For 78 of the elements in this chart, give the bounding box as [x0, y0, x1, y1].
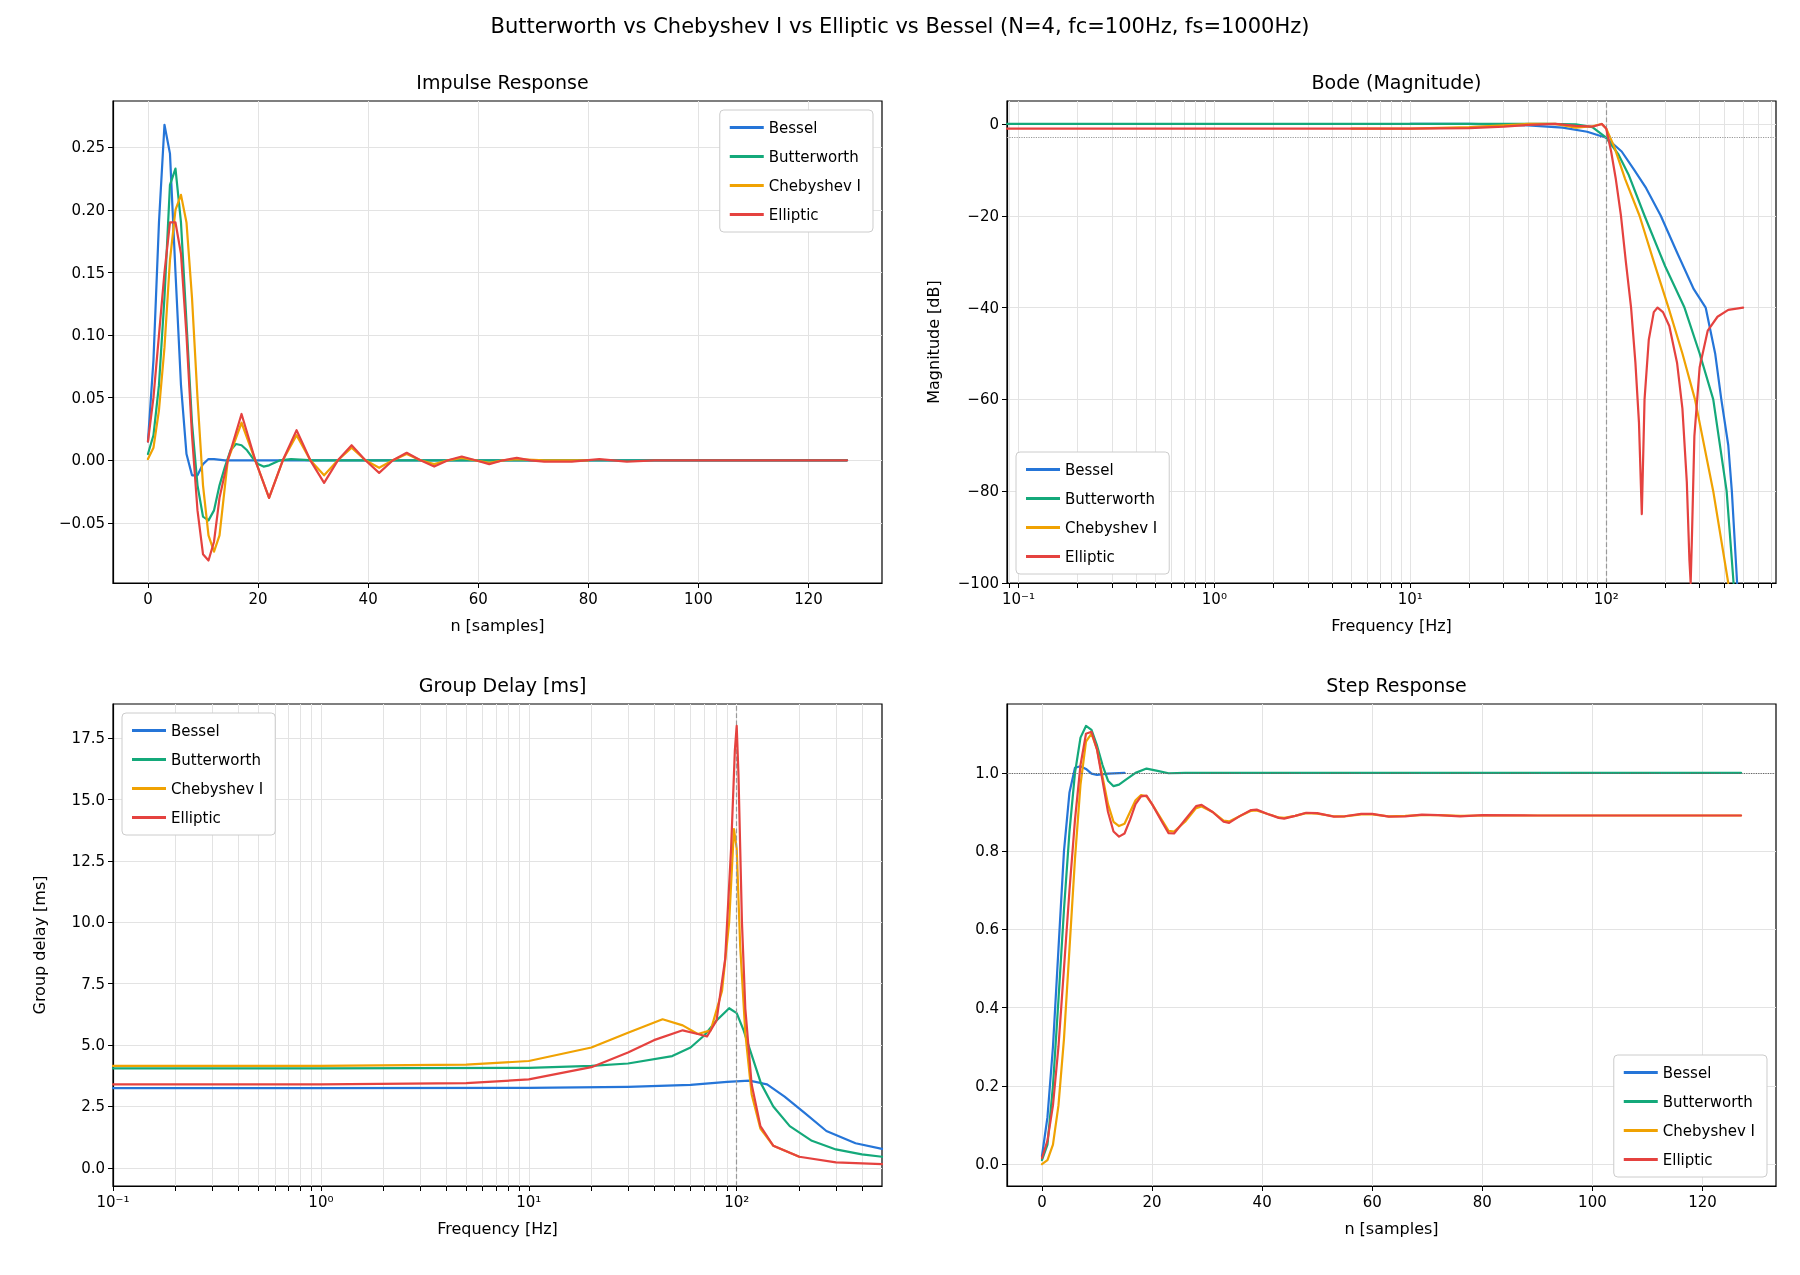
y-tick-label: 17.5 [71, 729, 105, 748]
y-tick-label: 0.00 [71, 451, 105, 470]
x-tick-label: 0 [143, 589, 153, 608]
legend-label: Bessel [1662, 1063, 1712, 1082]
y-tick-label: 12.5 [71, 851, 105, 870]
y-tick-label: 0.05 [71, 388, 105, 407]
legend-label: Chebyshev I [171, 779, 264, 798]
x-axis-title: n [samples] [450, 615, 545, 635]
line-series [146, 221, 849, 562]
chart-title: Group Delay [ms] [418, 673, 587, 696]
legend-label: Elliptic [768, 205, 819, 224]
legend-label: Elliptic [1662, 1150, 1713, 1169]
x-tick-label: 120 [1688, 1192, 1717, 1211]
y-tick-label: 5.0 [81, 1036, 105, 1055]
y-tick-label: 0.0 [81, 1158, 105, 1177]
legend-label: Chebyshev I [768, 176, 862, 195]
legend-label: Elliptic [1065, 547, 1115, 566]
x-tick-label: 10⁻¹ [1001, 589, 1035, 608]
text: Butterworth vs Chebyshev I vs Elliptic vs Bessel (N=4, fc=100Hz, fs=1000Hz) [489, 14, 1311, 40]
legend-label: Bessel [171, 721, 220, 740]
y-tick-label: −100 [957, 574, 999, 592]
y-tick-label: −40 [967, 298, 999, 317]
y-tick-label: 1.0 [975, 763, 999, 782]
y-tick-label: 15.0 [71, 790, 105, 809]
y-tick-label: 0.4 [975, 998, 999, 1017]
y-tick-label: 0.0 [975, 1155, 999, 1174]
legend-label: Butterworth [1065, 489, 1155, 508]
x-tick-label: 10⁻¹ [96, 1192, 130, 1211]
y-tick-label: 0.15 [71, 263, 105, 282]
x-axis-title: Frequency [Hz] [437, 1218, 558, 1238]
x-tick-label: 60 [1362, 1192, 1382, 1211]
y-tick-label: 0.10 [71, 326, 105, 345]
x-tick-label: 10¹ [1397, 589, 1423, 608]
x-tick-label: 10¹ [516, 1192, 542, 1211]
y-tick-label: 0.2 [975, 1076, 999, 1095]
x-tick-label: 40 [358, 589, 378, 608]
y-axis-title: Magnitude [dB] [923, 280, 943, 404]
x-tick-label: 0 [1037, 1192, 1047, 1211]
y-tick-label: 0.8 [975, 842, 999, 861]
y-tick-label: 7.5 [81, 974, 105, 993]
y-tick-label: −60 [967, 390, 999, 409]
y-tick-label: −80 [967, 482, 999, 501]
x-tick-label: 20 [1142, 1192, 1162, 1211]
legend-label: Chebyshev I [1662, 1121, 1756, 1140]
legend-label: Butterworth [1662, 1092, 1753, 1111]
chart-title: Bode (Magnitude) [1311, 70, 1482, 93]
y-tick-label: 10.0 [71, 913, 105, 932]
x-tick-label: 80 [1472, 1192, 1492, 1211]
y-tick-label: 0.20 [71, 200, 105, 219]
legend-label: Butterworth [768, 147, 859, 166]
x-tick-label: 120 [794, 589, 823, 608]
y-axis-title: Group delay [ms] [29, 875, 49, 1015]
x-axis-title: n [samples] [1344, 1218, 1439, 1238]
x-tick-label: 40 [1252, 1192, 1272, 1211]
x-tick-label: 10⁰ [1201, 589, 1227, 608]
y-tick-label: 2.5 [81, 1097, 105, 1116]
y-tick-label: 0.25 [71, 138, 105, 157]
x-tick-label: 80 [578, 589, 598, 608]
x-tick-label: 100 [684, 589, 713, 608]
x-tick-label: 20 [248, 589, 268, 608]
legend-label: Elliptic [171, 808, 221, 827]
x-axis-title: Frequency [Hz] [1331, 615, 1452, 635]
y-tick-label: −0.05 [59, 513, 105, 532]
legend-label: Bessel [1065, 460, 1114, 479]
y-tick-label: 0 [989, 114, 999, 133]
chart-title: Impulse Response [416, 70, 589, 93]
legend-label: Chebyshev I [1065, 518, 1158, 537]
y-tick-label: −20 [967, 206, 999, 225]
legend-label: Bessel [768, 118, 818, 137]
x-tick-label: 60 [468, 589, 488, 608]
x-tick-label: 10² [1593, 589, 1619, 608]
x-tick-label: 100 [1578, 1192, 1607, 1211]
line-series [1040, 765, 1126, 1158]
x-tick-label: 10² [724, 1192, 750, 1211]
y-tick-label: 0.6 [975, 920, 999, 939]
x-tick-label: 10⁰ [308, 1192, 334, 1211]
legend-label: Butterworth [171, 750, 261, 769]
chart-title: Step Response [1326, 673, 1467, 696]
